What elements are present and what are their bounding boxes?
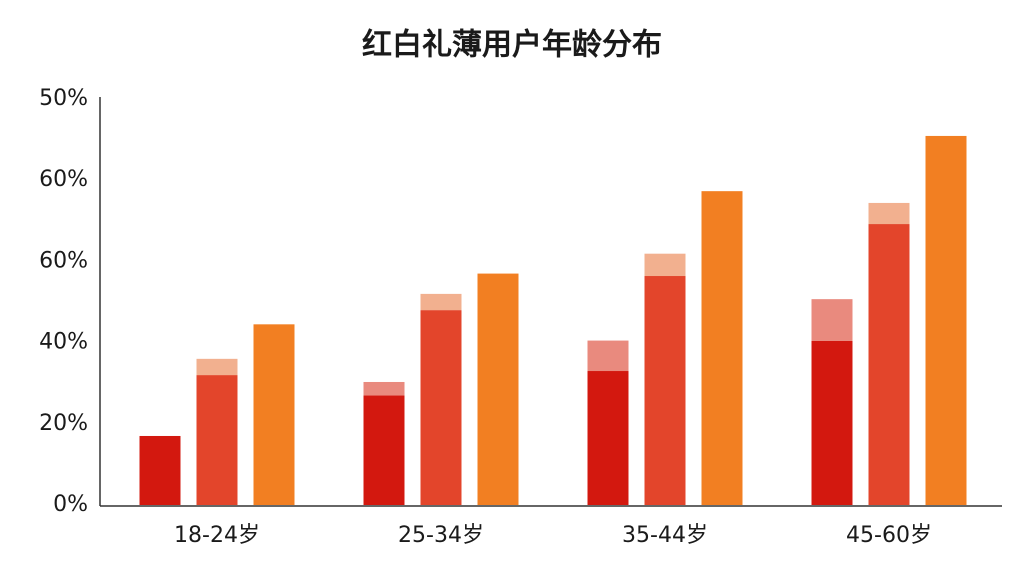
bar bbox=[811, 299, 853, 341]
y-tick-label: 60% bbox=[39, 167, 88, 192]
bar bbox=[701, 191, 743, 506]
bar bbox=[587, 340, 629, 372]
bar bbox=[363, 381, 405, 396]
bar bbox=[420, 310, 462, 505]
bar bbox=[196, 375, 238, 505]
y-tick-label: 0% bbox=[53, 492, 88, 517]
x-tick-label: 45-60岁 bbox=[846, 523, 932, 548]
y-tick-label: 50% bbox=[39, 86, 88, 111]
bar bbox=[196, 358, 238, 376]
bar bbox=[363, 395, 405, 505]
bar bbox=[644, 253, 686, 277]
y-tick-label: 20% bbox=[39, 411, 88, 436]
bar bbox=[811, 340, 853, 505]
bar bbox=[253, 324, 295, 505]
y-tick-label: 40% bbox=[39, 330, 88, 355]
bar bbox=[477, 273, 519, 505]
bar bbox=[139, 435, 181, 505]
x-tick-label: 35-44岁 bbox=[622, 523, 708, 548]
chart-title: 红白礼薄用户年龄分布 bbox=[362, 28, 662, 63]
y-tick-label: 60% bbox=[39, 248, 88, 273]
bar bbox=[925, 135, 967, 506]
x-tick-label: 18-24岁 bbox=[174, 523, 260, 548]
x-tick-label: 25-34岁 bbox=[398, 523, 484, 548]
bar bbox=[868, 224, 910, 505]
bar bbox=[868, 202, 910, 225]
bar bbox=[644, 276, 686, 505]
bar bbox=[587, 371, 629, 505]
bar bbox=[420, 293, 462, 311]
